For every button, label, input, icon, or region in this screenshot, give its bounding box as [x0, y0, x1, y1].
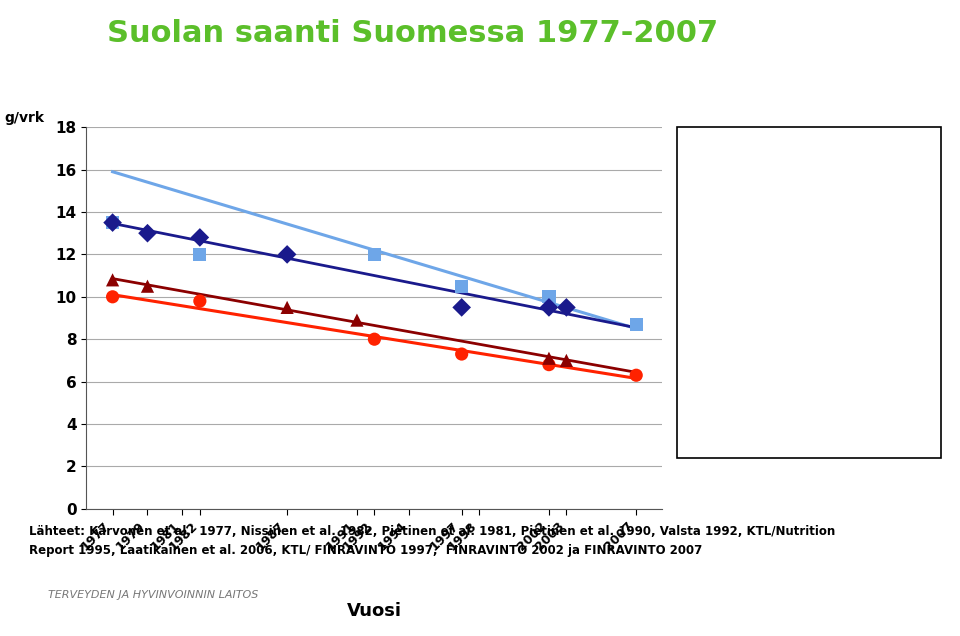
Point: [105, 292, 120, 302]
Text: 24 t virtsa, miehet: 24 t virtsa, miehet: [739, 325, 913, 343]
Text: Lähteet: Karvonen et al.  1977, Nissinen et al. 1982, Pietinen et al. 1981, Piet: Lähteet: Karvonen et al. 1977, Nissinen …: [29, 525, 835, 537]
Point: [701, 163, 716, 174]
Point: [701, 329, 716, 339]
Text: 24 t virtsa, naiset: 24 t virtsa, naiset: [739, 408, 905, 425]
Point: [629, 370, 644, 380]
Point: [541, 292, 557, 302]
Point: [701, 246, 716, 256]
Point: [541, 359, 557, 370]
Point: [454, 349, 469, 359]
Point: [541, 353, 557, 363]
Point: [629, 319, 644, 329]
Point: [140, 281, 156, 291]
Point: [454, 281, 469, 291]
Text: TERVEYDEN JA HYVINVOINNIN LAITOS: TERVEYDEN JA HYVINVOINNIN LAITOS: [48, 590, 258, 600]
Point: [279, 249, 295, 259]
Point: [192, 296, 207, 306]
Point: [367, 249, 382, 259]
Text: Laskettu, naiset: Laskettu, naiset: [739, 242, 890, 260]
Point: [367, 334, 382, 344]
Text: Laskettu, miehet: Laskettu, miehet: [739, 160, 898, 177]
Point: [140, 228, 156, 238]
Text: Report 1995, Laatikainen et al. 2006, KTL/ FINRAVINTO 1997,  FINRAVINTO 2002 ja : Report 1995, Laatikainen et al. 2006, KT…: [29, 544, 702, 556]
Point: [559, 356, 574, 366]
Point: [192, 249, 207, 259]
Point: [454, 302, 469, 312]
Point: [701, 411, 716, 422]
Point: [192, 232, 207, 242]
Point: [541, 302, 557, 312]
Point: [105, 218, 120, 228]
Text: g/vrk: g/vrk: [5, 111, 45, 125]
Point: [279, 302, 295, 312]
Point: [105, 218, 120, 228]
Text: Suolan saanti Suomessa 1977-2007: Suolan saanti Suomessa 1977-2007: [108, 19, 718, 48]
X-axis label: Vuosi: Vuosi: [347, 602, 402, 619]
Point: [349, 315, 365, 325]
Point: [105, 275, 120, 285]
Point: [559, 302, 574, 312]
